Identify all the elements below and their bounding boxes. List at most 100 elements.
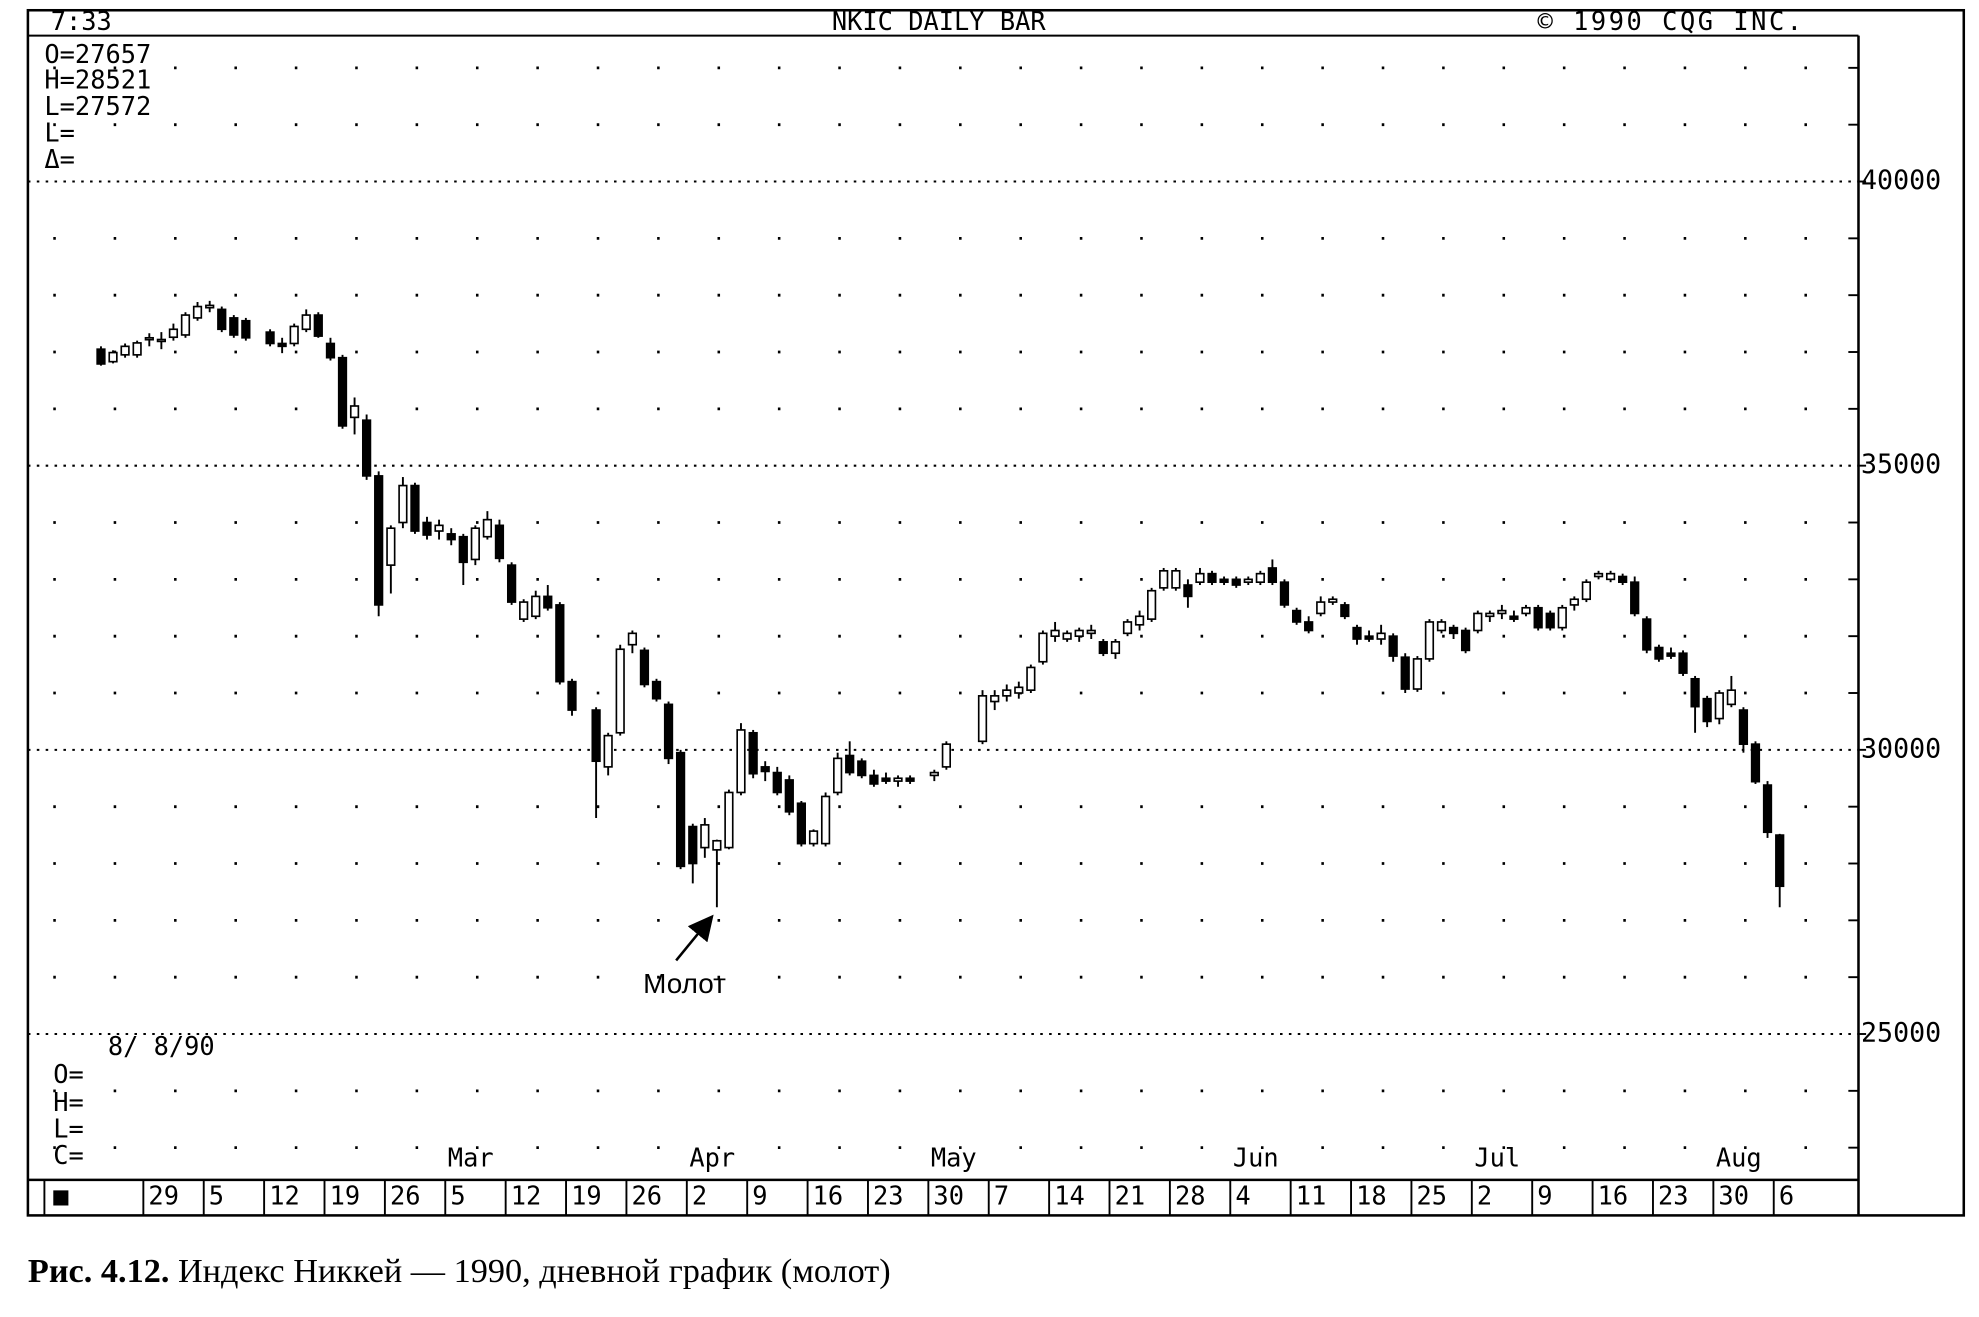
- candle-body: [1473, 612, 1483, 632]
- y-tick-label: 25000: [1861, 1018, 1941, 1049]
- candle-body: [1400, 656, 1410, 690]
- chart-title: NKIC DAILY BAR: [832, 6, 1046, 36]
- candle-body: [1062, 632, 1072, 640]
- info-top: Δ=: [44, 144, 75, 174]
- candle-body: [422, 521, 432, 536]
- candle-body: [772, 771, 782, 794]
- candle-body: [1412, 658, 1423, 690]
- month-label: Jul: [1474, 1143, 1520, 1173]
- candle-body: [1328, 598, 1338, 603]
- x-tick-label: 30: [1718, 1181, 1749, 1211]
- candle-body: [519, 601, 529, 620]
- copyright: © 1990 CQG INC.: [1538, 6, 1805, 36]
- candle-body: [531, 595, 541, 618]
- candle-body: [845, 754, 855, 774]
- candle-body: [820, 795, 831, 845]
- candle-body: [712, 839, 722, 851]
- candle-body: [96, 348, 106, 365]
- x-tick-label: 6: [1779, 1181, 1794, 1211]
- month-label: May: [931, 1143, 977, 1173]
- candle-body: [784, 779, 794, 813]
- x-tick-label: 26: [632, 1181, 663, 1211]
- candle-body: [1291, 609, 1302, 623]
- info-top: L=27572: [44, 91, 151, 121]
- candle-body: [217, 308, 227, 331]
- candle-body: [1545, 612, 1555, 629]
- candle-body: [337, 356, 348, 427]
- candle-body: [265, 331, 275, 345]
- x-tick-label: 12: [511, 1181, 542, 1211]
- info-top: L=: [44, 118, 75, 148]
- x-tick-label: 9: [752, 1181, 767, 1211]
- x-tick-label: 30: [933, 1181, 964, 1211]
- candle-body: [1678, 652, 1688, 674]
- candle-body: [1183, 584, 1193, 598]
- x-tick-label: 2: [1477, 1181, 1492, 1211]
- month-label: Jun: [1233, 1143, 1279, 1173]
- candle-body: [494, 524, 505, 560]
- candle-body: [724, 791, 734, 849]
- candle-body: [1557, 606, 1567, 629]
- candle-body: [1569, 598, 1579, 606]
- candle-body: [1702, 697, 1712, 723]
- candle-body: [1316, 601, 1326, 615]
- candle-body: [808, 830, 819, 845]
- candle-body: [325, 342, 336, 359]
- x-tick-label: 28: [1175, 1181, 1206, 1211]
- candle-body: [1340, 604, 1350, 618]
- x-tick-label: ■: [53, 1181, 69, 1211]
- candle-body: [168, 328, 179, 339]
- x-tick-label: 23: [1658, 1181, 1689, 1211]
- x-tick-label: 16: [813, 1181, 844, 1211]
- candle-body: [1666, 652, 1676, 657]
- candle-body: [1279, 581, 1290, 606]
- candle-body: [434, 524, 444, 532]
- candle-body: [736, 729, 746, 794]
- candle-body: [1171, 569, 1181, 589]
- annotation: Молот: [643, 968, 726, 999]
- candle-body: [615, 648, 625, 734]
- candle-body: [1485, 612, 1495, 618]
- candle-body: [1159, 569, 1169, 589]
- candle-body: [748, 731, 758, 775]
- candle-body: [1038, 632, 1048, 663]
- x-tick-label: 19: [571, 1181, 602, 1211]
- candle-body: [1436, 621, 1447, 632]
- candle-body: [1146, 589, 1157, 620]
- candle-body: [1231, 578, 1241, 586]
- x-tick-label: 5: [450, 1181, 465, 1211]
- candle-body: [1134, 615, 1145, 626]
- candle-body: [1593, 572, 1604, 578]
- candle-body: [760, 766, 770, 773]
- month-label: Apr: [689, 1143, 735, 1173]
- candle-body: [567, 680, 577, 711]
- candle-body: [881, 777, 891, 782]
- candle-body: [1726, 689, 1737, 706]
- candle-body: [1654, 646, 1664, 660]
- x-tick-label: 23: [873, 1181, 904, 1211]
- candle-body: [1424, 621, 1435, 660]
- y-tick-label: 40000: [1861, 165, 1941, 196]
- candle-body: [1581, 581, 1592, 601]
- x-tick-label: 21: [1115, 1181, 1146, 1211]
- candle-body: [313, 314, 323, 337]
- candle-body: [1352, 626, 1362, 640]
- candle-body: [1014, 686, 1024, 694]
- candle-body: [651, 680, 662, 700]
- candle-body: [929, 771, 939, 777]
- candle-body: [1762, 784, 1773, 834]
- info-bottom: L=: [53, 1113, 84, 1143]
- candle-body: [410, 484, 420, 532]
- candle-body: [482, 518, 493, 538]
- candle-body: [1098, 641, 1108, 655]
- candle-body: [458, 535, 468, 564]
- x-tick-label: 26: [390, 1181, 421, 1211]
- candle-body: [1690, 677, 1700, 708]
- candle-body: [386, 527, 396, 566]
- candle-body: [1618, 575, 1628, 584]
- candle-body: [905, 777, 915, 782]
- candle-body: [1086, 629, 1096, 635]
- caption: Рис. 4.12. Индекс Никкей — 1990, дневной…: [28, 1252, 891, 1290]
- candle-body: [1605, 572, 1616, 581]
